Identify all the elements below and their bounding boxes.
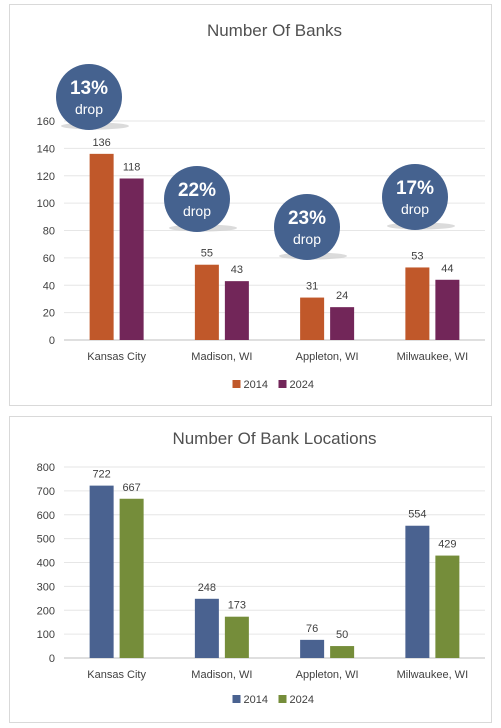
banks-y-tick-label: 140 — [37, 143, 55, 155]
locations-y-tick-label: 300 — [37, 581, 55, 593]
locations-y-tick-label: 800 — [37, 462, 55, 474]
locations-legend-swatch-2024 — [278, 695, 287, 703]
drop-bubble — [274, 194, 340, 260]
banks-category-label: Milwaukee, WI — [397, 351, 469, 363]
locations-category-label: Kansas City — [87, 669, 146, 681]
banks-data-label-2024: 24 — [336, 290, 348, 302]
locations-y-tick-label: 700 — [37, 486, 55, 498]
banks-data-label-2024: 43 — [231, 264, 243, 276]
locations-y-tick-label: 100 — [37, 629, 55, 641]
locations-data-label-2024: 667 — [122, 482, 140, 494]
banks-chart-panel: Number Of Banks 0 20 40 60 80 100 120 140 160 136 1… — [9, 4, 492, 406]
banks-category-label: Kansas City — [87, 351, 146, 363]
locations-category-label: Madison, WI — [191, 669, 252, 681]
banks-y-tick-label: 0 — [49, 335, 55, 347]
banks-bar-2024 — [119, 178, 144, 340]
locations-data-label-2024: 50 — [336, 629, 348, 641]
locations-legend-label-2014: 2014 — [244, 694, 268, 706]
locations-bar-2024 — [330, 646, 355, 658]
drop-bubble-label: drop — [75, 101, 103, 117]
banks-bar-2014 — [300, 297, 325, 340]
banks-legend-swatch-2024 — [278, 380, 287, 388]
locations-bar-2014 — [300, 639, 325, 658]
locations-data-label-2014: 76 — [306, 623, 318, 635]
locations-y-tick-label: 200 — [37, 605, 55, 617]
locations-category-label: Milwaukee, WI — [397, 669, 469, 681]
banks-category-label: Madison, WI — [191, 351, 252, 363]
locations-category-label: Appleton, WI — [296, 669, 359, 681]
banks-chart-title: Number Of Banks — [207, 21, 342, 40]
banks-y-tick-label: 160 — [37, 116, 55, 128]
banks-y-tick-label: 40 — [43, 280, 55, 292]
locations-bar-2024 — [119, 498, 144, 658]
banks-data-label-2014: 136 — [92, 137, 110, 149]
locations-chart-title: Number Of Bank Locations — [172, 429, 376, 448]
drop-bubble-percent: 13% — [70, 78, 108, 99]
locations-legend-label-2024: 2024 — [290, 694, 314, 706]
banks-legend-label-2024: 2024 — [290, 379, 314, 391]
banks-data-label-2014: 31 — [306, 281, 318, 293]
banks-legend-swatch-2014 — [232, 380, 241, 388]
bank-locations-chart-panel: Number Of Bank Locations 0 100 200 300 400 500… — [9, 416, 492, 723]
locations-bar-2014 — [194, 598, 219, 658]
bank-locations-chart: Number Of Bank Locations 0 100 200 300 400 500… — [37, 429, 485, 706]
locations-y-tick-label: 500 — [37, 534, 55, 546]
drop-bubble-percent: 22% — [178, 180, 216, 201]
banks-data-label-2014: 53 — [411, 250, 423, 262]
banks-category-label: Appleton, WI — [296, 351, 359, 363]
locations-bar-2024 — [224, 616, 249, 658]
banks-bar-2014 — [89, 153, 114, 340]
banks-chart: Number Of Banks 0 20 40 60 80 100 120 140 160 136 1… — [37, 21, 485, 391]
locations-y-tick-label: 400 — [37, 558, 55, 570]
locations-data-label-2014: 722 — [92, 469, 110, 481]
drop-bubble-label: drop — [401, 201, 429, 217]
locations-legend-swatch-2014 — [232, 695, 241, 703]
locations-data-label-2014: 248 — [198, 582, 216, 594]
banks-y-tick-label: 20 — [43, 308, 55, 320]
locations-bar-2014 — [405, 525, 430, 658]
banks-data-label-2014: 55 — [201, 248, 213, 260]
locations-data-label-2024: 429 — [438, 539, 456, 551]
drop-bubble-percent: 23% — [288, 208, 326, 229]
banks-bar-2024 — [435, 279, 460, 340]
banks-y-tick-label: 60 — [43, 253, 55, 265]
locations-y-tick-label: 0 — [49, 653, 55, 665]
locations-bar-2024 — [435, 555, 460, 658]
locations-data-label-2024: 173 — [228, 600, 246, 612]
locations-bar-2014 — [89, 485, 114, 658]
banks-legend-label-2014: 2014 — [244, 379, 268, 391]
banks-bar-2014 — [405, 267, 430, 340]
banks-data-label-2024: 44 — [441, 263, 453, 275]
drop-bubble — [164, 166, 230, 232]
banks-y-tick-label: 120 — [37, 171, 55, 183]
drop-bubble — [56, 64, 122, 130]
banks-y-tick-label: 100 — [37, 198, 55, 210]
drop-bubble — [382, 164, 448, 230]
drop-bubble-percent: 17% — [396, 178, 434, 199]
drop-bubble-label: drop — [183, 203, 211, 219]
locations-data-label-2014: 554 — [408, 509, 426, 521]
banks-y-tick-label: 80 — [43, 226, 55, 238]
banks-data-label-2024: 118 — [123, 161, 141, 173]
banks-bar-2024 — [224, 281, 249, 340]
banks-bar-2014 — [194, 264, 219, 340]
locations-y-tick-label: 600 — [37, 510, 55, 522]
banks-bar-2024 — [330, 307, 355, 340]
drop-bubble-label: drop — [293, 231, 321, 247]
